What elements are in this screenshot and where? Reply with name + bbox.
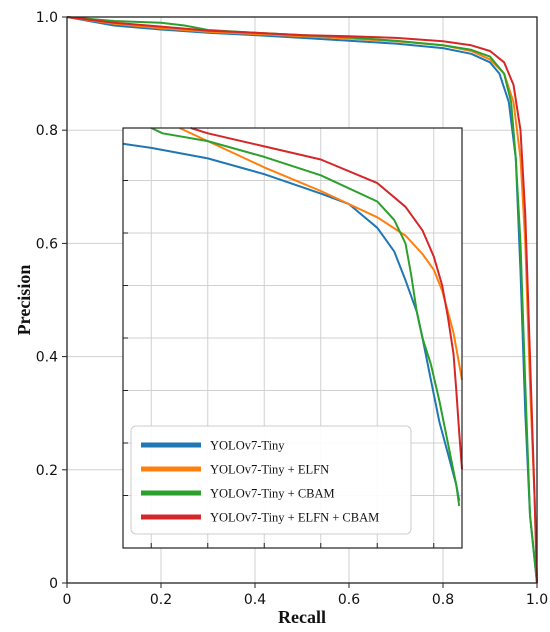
legend-label-1: YOLOv7-Tiny <box>210 439 285 453</box>
x-tick-label: 0.2 <box>150 592 172 608</box>
x-tick-label: 0.8 <box>432 592 454 608</box>
y-tick-label: 0.6 <box>36 236 58 252</box>
legend-label-2: YOLOv7-Tiny + ELFN <box>210 463 329 477</box>
y-tick-label: 0.4 <box>36 350 58 366</box>
x-tick-label: 0 <box>63 592 72 608</box>
legend-label-3: YOLOv7-Tiny + CBAM <box>210 487 335 501</box>
x-tick-label: 1.0 <box>526 592 548 608</box>
y-tick-label: 1.0 <box>36 10 58 26</box>
legend: YOLOv7-Tiny YOLOv7-Tiny + ELFN YOLOv7-Tiny… <box>131 426 411 534</box>
x-tick-label: 0.4 <box>244 592 266 608</box>
y-axis-title: Precision <box>14 265 34 336</box>
legend-label-4: YOLOv7-Tiny + ELFN + CBAM <box>210 511 379 525</box>
y-tick-label: 0.8 <box>36 123 58 139</box>
x-tick-label: 0.6 <box>338 592 360 608</box>
y-tick-label: 0.2 <box>36 463 58 479</box>
x-axis-title: Recall <box>278 607 326 627</box>
y-tick-label: 0 <box>49 576 58 592</box>
